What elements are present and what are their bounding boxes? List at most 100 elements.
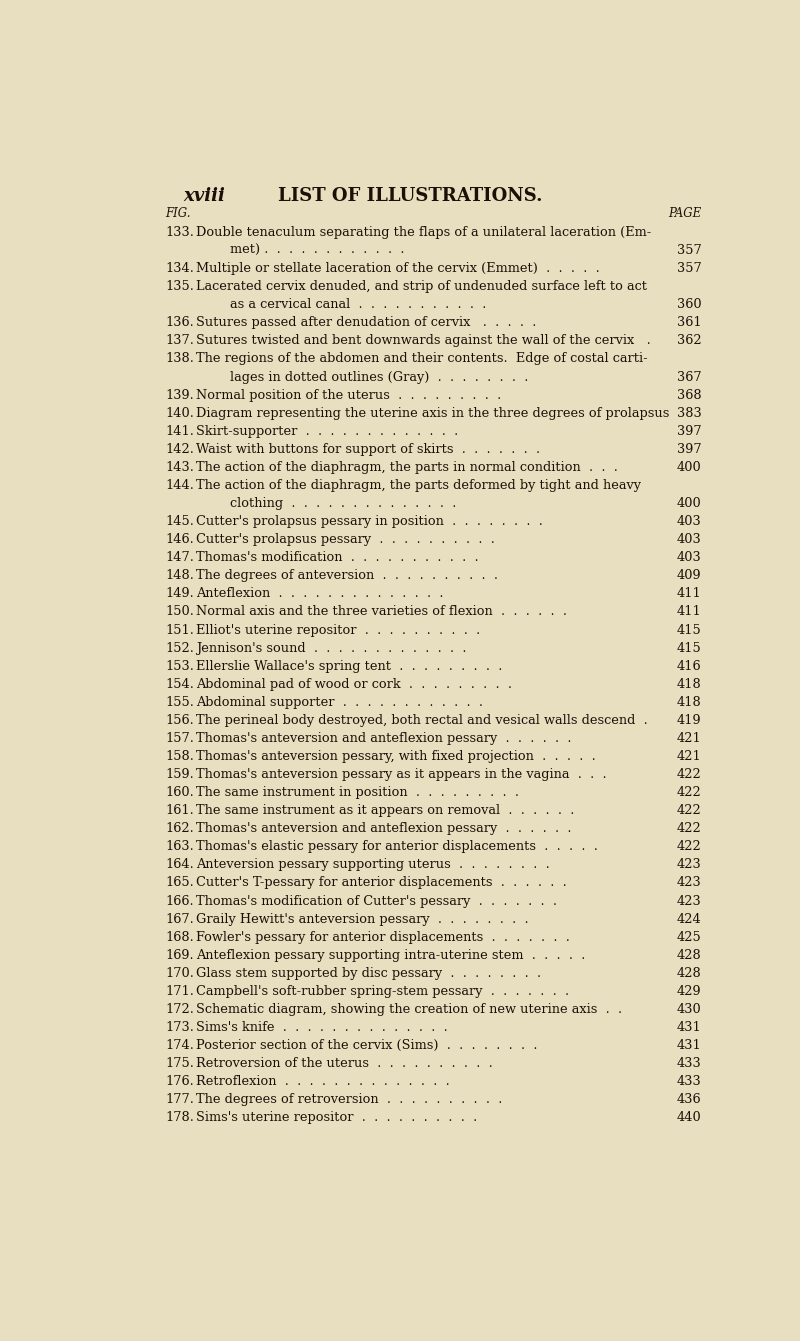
Text: 165.: 165. xyxy=(165,877,194,889)
Text: as a cervical canal  .  .  .  .  .  .  .  .  .  .  .: as a cervical canal . . . . . . . . . . … xyxy=(230,298,486,311)
Text: 156.: 156. xyxy=(165,713,194,727)
Text: The same instrument as it appears on removal  .  .  .  .  .  .: The same instrument as it appears on rem… xyxy=(196,805,574,817)
Text: 430: 430 xyxy=(677,1003,702,1016)
Text: 145.: 145. xyxy=(165,515,194,528)
Text: 154.: 154. xyxy=(165,677,194,691)
Text: 368: 368 xyxy=(677,389,702,401)
Text: 146.: 146. xyxy=(165,534,194,546)
Text: 141.: 141. xyxy=(165,425,194,437)
Text: Abdominal supporter  .  .  .  .  .  .  .  .  .  .  .  .: Abdominal supporter . . . . . . . . . . … xyxy=(196,696,483,709)
Text: Thomas's modification of Cutter's pessary  .  .  .  .  .  .  .: Thomas's modification of Cutter's pessar… xyxy=(196,894,557,908)
Text: 423: 423 xyxy=(677,877,702,889)
Text: 400: 400 xyxy=(677,498,702,510)
Text: LIST OF ILLUSTRATIONS.: LIST OF ILLUSTRATIONS. xyxy=(278,186,542,205)
Text: 157.: 157. xyxy=(165,732,194,746)
Text: 418: 418 xyxy=(677,696,702,709)
Text: 160.: 160. xyxy=(165,786,194,799)
Text: 433: 433 xyxy=(677,1057,702,1070)
Text: 169.: 169. xyxy=(165,949,194,961)
Text: 168.: 168. xyxy=(165,931,194,944)
Text: 415: 415 xyxy=(677,641,702,654)
Text: Schematic diagram, showing the creation of new uterine axis  .  .: Schematic diagram, showing the creation … xyxy=(196,1003,622,1016)
Text: The action of the diaphragm, the parts deformed by tight and heavy: The action of the diaphragm, the parts d… xyxy=(196,479,641,492)
Text: Thomas's anteversion pessary as it appears in the vagina  .  .  .: Thomas's anteversion pessary as it appea… xyxy=(196,768,606,780)
Text: Thomas's anteversion and anteflexion pessary  .  .  .  .  .  .: Thomas's anteversion and anteflexion pes… xyxy=(196,732,571,746)
Text: Ellerslie Wallace's spring tent  .  .  .  .  .  .  .  .  .: Ellerslie Wallace's spring tent . . . . … xyxy=(196,660,502,673)
Text: Waist with buttons for support of skirts  .  .  .  .  .  .  .: Waist with buttons for support of skirts… xyxy=(196,443,540,456)
Text: 419: 419 xyxy=(677,713,702,727)
Text: 357: 357 xyxy=(677,244,702,257)
Text: 164.: 164. xyxy=(165,858,194,872)
Text: 397: 397 xyxy=(677,443,702,456)
Text: 397: 397 xyxy=(677,425,702,437)
Text: 142.: 142. xyxy=(165,443,194,456)
Text: 357: 357 xyxy=(677,261,702,275)
Text: 431: 431 xyxy=(677,1021,702,1034)
Text: FIG.: FIG. xyxy=(165,208,190,220)
Text: Lacerated cervix denuded, and strip of undenuded surface left to act: Lacerated cervix denuded, and strip of u… xyxy=(196,280,647,294)
Text: Normal position of the uterus  .  .  .  .  .  .  .  .  .: Normal position of the uterus . . . . . … xyxy=(196,389,502,401)
Text: 150.: 150. xyxy=(165,605,194,618)
Text: 135.: 135. xyxy=(165,280,194,294)
Text: 422: 422 xyxy=(677,768,702,780)
Text: Cutter's prolapsus pessary  .  .  .  .  .  .  .  .  .  .: Cutter's prolapsus pessary . . . . . . .… xyxy=(196,534,495,546)
Text: 403: 403 xyxy=(677,551,702,565)
Text: The same instrument in position  .  .  .  .  .  .  .  .  .: The same instrument in position . . . . … xyxy=(196,786,519,799)
Text: 400: 400 xyxy=(677,461,702,473)
Text: Thomas's anteversion pessary, with fixed projection  .  .  .  .  .: Thomas's anteversion pessary, with fixed… xyxy=(196,750,596,763)
Text: 151.: 151. xyxy=(165,624,194,637)
Text: Glass stem supported by disc pessary  .  .  .  .  .  .  .  .: Glass stem supported by disc pessary . .… xyxy=(196,967,542,980)
Text: Sims's uterine repositor  .  .  .  .  .  .  .  .  .  .: Sims's uterine repositor . . . . . . . .… xyxy=(196,1112,478,1124)
Text: 178.: 178. xyxy=(165,1112,194,1124)
Text: PAGE: PAGE xyxy=(668,208,702,220)
Text: 421: 421 xyxy=(677,750,702,763)
Text: Anteflexion pessary supporting intra-uterine stem  .  .  .  .  .: Anteflexion pessary supporting intra-ute… xyxy=(196,949,586,961)
Text: 167.: 167. xyxy=(165,913,194,925)
Text: lages in dotted outlines (Gray)  .  .  .  .  .  .  .  .: lages in dotted outlines (Gray) . . . . … xyxy=(230,370,529,384)
Text: Sutures twisted and bent downwards against the wall of the cervix   .: Sutures twisted and bent downwards again… xyxy=(196,334,651,347)
Text: 163.: 163. xyxy=(165,841,194,853)
Text: Cutter's T-pessary for anterior displacements  .  .  .  .  .  .: Cutter's T-pessary for anterior displace… xyxy=(196,877,567,889)
Text: Anteflexion  .  .  .  .  .  .  .  .  .  .  .  .  .  .: Anteflexion . . . . . . . . . . . . . . xyxy=(196,587,443,601)
Text: 422: 422 xyxy=(677,786,702,799)
Text: Thomas's anteversion and anteflexion pessary  .  .  .  .  .  .: Thomas's anteversion and anteflexion pes… xyxy=(196,822,571,835)
Text: 166.: 166. xyxy=(165,894,194,908)
Text: Normal axis and the three varieties of flexion  .  .  .  .  .  .: Normal axis and the three varieties of f… xyxy=(196,605,567,618)
Text: 429: 429 xyxy=(677,984,702,998)
Text: 362: 362 xyxy=(677,334,702,347)
Text: 403: 403 xyxy=(677,515,702,528)
Text: 423: 423 xyxy=(677,894,702,908)
Text: 138.: 138. xyxy=(165,353,194,366)
Text: 173.: 173. xyxy=(165,1021,194,1034)
Text: The regions of the abdomen and their contents.  Edge of costal carti-: The regions of the abdomen and their con… xyxy=(196,353,648,366)
Text: 424: 424 xyxy=(677,913,702,925)
Text: Sims's knife  .  .  .  .  .  .  .  .  .  .  .  .  .  .: Sims's knife . . . . . . . . . . . . . . xyxy=(196,1021,448,1034)
Text: Diagram representing the uterine axis in the three degrees of prolapsus: Diagram representing the uterine axis in… xyxy=(196,406,670,420)
Text: 144.: 144. xyxy=(165,479,194,492)
Text: clothing  .  .  .  .  .  .  .  .  .  .  .  .  .  .: clothing . . . . . . . . . . . . . . xyxy=(230,498,457,510)
Text: 136.: 136. xyxy=(165,316,194,330)
Text: 177.: 177. xyxy=(165,1093,194,1106)
Text: 367: 367 xyxy=(677,370,702,384)
Text: 148.: 148. xyxy=(165,570,194,582)
Text: Multiple or stellate laceration of the cervix (Emmet)  .  .  .  .  .: Multiple or stellate laceration of the c… xyxy=(196,261,600,275)
Text: 143.: 143. xyxy=(165,461,194,473)
Text: 411: 411 xyxy=(677,587,702,601)
Text: Sutures passed after denudation of cervix   .  .  .  .  .: Sutures passed after denudation of cervi… xyxy=(196,316,537,330)
Text: Retroflexion  .  .  .  .  .  .  .  .  .  .  .  .  .  .: Retroflexion . . . . . . . . . . . . . . xyxy=(196,1075,450,1089)
Text: 403: 403 xyxy=(677,534,702,546)
Text: The perineal body destroyed, both rectal and vesical walls descend  .: The perineal body destroyed, both rectal… xyxy=(196,713,648,727)
Text: met) .  .  .  .  .  .  .  .  .  .  .  .: met) . . . . . . . . . . . . xyxy=(230,244,405,257)
Text: 149.: 149. xyxy=(165,587,194,601)
Text: 171.: 171. xyxy=(165,984,194,998)
Text: 433: 433 xyxy=(677,1075,702,1089)
Text: 172.: 172. xyxy=(165,1003,194,1016)
Text: 133.: 133. xyxy=(165,227,194,239)
Text: Retroversion of the uterus  .  .  .  .  .  .  .  .  .  .: Retroversion of the uterus . . . . . . .… xyxy=(196,1057,493,1070)
Text: 174.: 174. xyxy=(165,1039,194,1053)
Text: Graily Hewitt's anteversion pessary  .  .  .  .  .  .  .  .: Graily Hewitt's anteversion pessary . . … xyxy=(196,913,529,925)
Text: 155.: 155. xyxy=(165,696,194,709)
Text: 436: 436 xyxy=(677,1093,702,1106)
Text: 175.: 175. xyxy=(165,1057,194,1070)
Text: 409: 409 xyxy=(677,570,702,582)
